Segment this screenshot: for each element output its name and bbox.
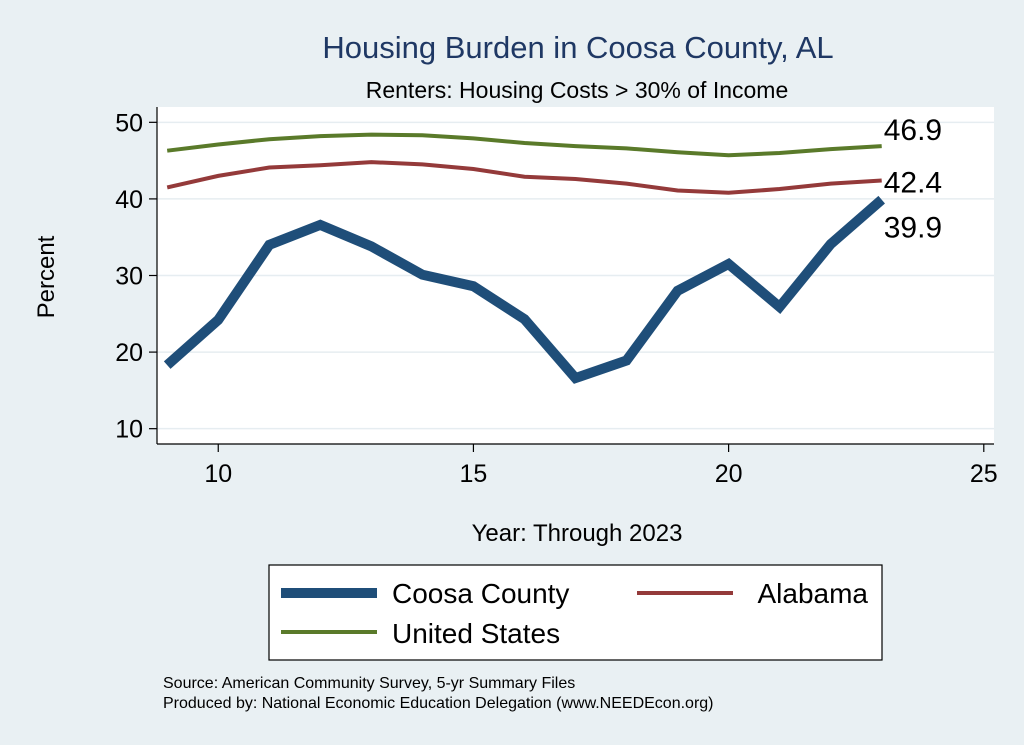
end-label-alabama: 42.4	[884, 167, 942, 200]
x-axis-title: Year: Through 2023	[472, 520, 683, 547]
legend-box	[268, 564, 883, 661]
y-tick-label-50: 50	[115, 109, 143, 137]
x-axis-ticks: 10 15 20 25	[204, 444, 998, 488]
x-tick-label-20: 20	[715, 460, 743, 488]
chart-title: Housing Burden in Coosa County, AL	[322, 30, 833, 65]
end-label-coosa-county: 39.9	[884, 212, 942, 245]
series-line-coosa-county	[163, 195, 885, 384]
end-label-united-states: 46.9	[884, 114, 942, 147]
gridlines	[157, 121, 994, 430]
y-tick-label-20: 20	[115, 339, 143, 367]
y-tick-label-40: 40	[115, 186, 143, 214]
legend-label-alabama: Alabama	[757, 578, 868, 609]
legend: Coosa County Alabama United States	[268, 564, 883, 661]
x-tick-label-10: 10	[204, 460, 232, 488]
x-tick-label-15: 15	[460, 460, 488, 488]
x-tick-label-25: 25	[970, 460, 998, 488]
end-labels: 39.9 42.4 46.9	[884, 114, 942, 245]
series-line-alabama	[166, 160, 882, 195]
legend-label-coosa-county: Coosa County	[392, 578, 569, 609]
producer-note: Produced by: National Economic Education…	[163, 695, 714, 712]
series-layer	[163, 132, 885, 384]
y-tick-label-10: 10	[115, 416, 143, 444]
legend-label-united-states: United States	[392, 618, 560, 649]
source-note: Source: American Community Survey, 5-yr …	[163, 675, 575, 692]
series-line-united-states	[166, 132, 882, 158]
y-axis-ticks: 10 20 30 40 50	[115, 109, 157, 444]
y-tick-label-30: 30	[115, 263, 143, 291]
chart-subtitle: Renters: Housing Costs > 30% of Income	[366, 77, 789, 103]
y-axis-title: Percent	[33, 235, 60, 318]
